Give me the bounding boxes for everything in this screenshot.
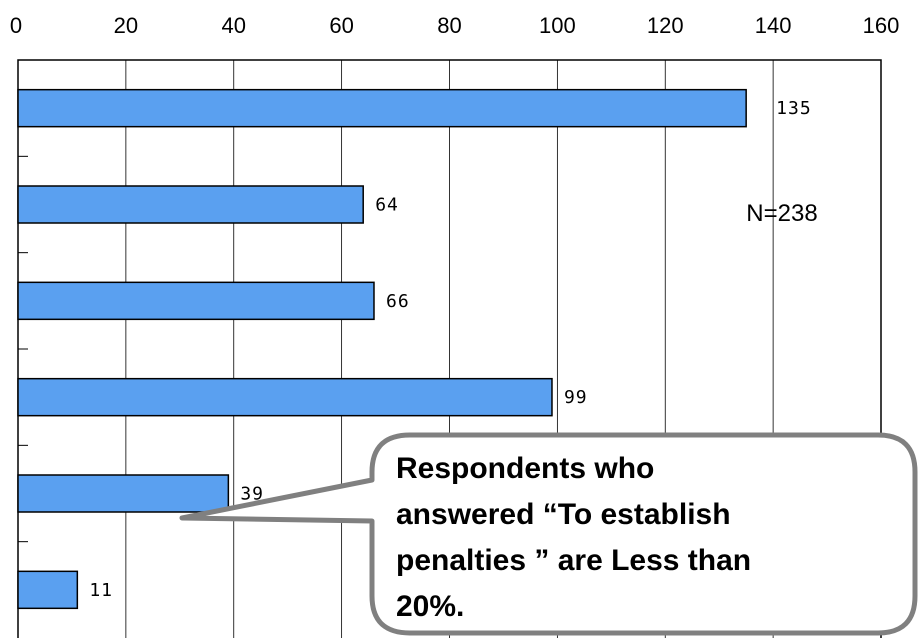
callout-line-2: answered “To establish <box>396 498 731 531</box>
bar <box>17 377 553 417</box>
x-tick-label: 100 <box>539 13 576 38</box>
x-tick-label: 140 <box>755 13 792 38</box>
bar <box>17 570 79 610</box>
bar <box>17 281 375 321</box>
value-label: 99 <box>564 387 588 408</box>
callout-line-3: penalties ” are Less than <box>396 544 751 577</box>
value-label: 66 <box>386 291 410 312</box>
callout-text: Respondents who answered “To establish p… <box>396 452 751 623</box>
value-label: 11 <box>89 580 113 601</box>
x-tick-label: 120 <box>647 13 684 38</box>
value-labels: 135 64 66 99 39 11 <box>89 98 812 601</box>
bar <box>17 474 230 513</box>
bar <box>17 88 747 128</box>
x-tick-label: 60 <box>329 13 353 38</box>
x-tick-label: 0 <box>10 13 22 38</box>
gridlines <box>125 60 774 638</box>
value-label: 135 <box>776 98 812 119</box>
x-tick-label: 80 <box>437 13 461 38</box>
bar <box>17 185 364 224</box>
speech-bubble-callout <box>179 432 918 636</box>
callout-line-4: 20%. <box>396 590 464 623</box>
category-ticks <box>18 155 28 543</box>
plot-area-frame <box>17 59 882 638</box>
x-tick-label: 20 <box>114 13 138 38</box>
callout-line-1: Respondents who <box>396 452 654 485</box>
x-tick-label: 40 <box>222 13 246 38</box>
sample-size-label: N=238 <box>746 200 817 227</box>
x-tick-labels: 0 20 40 60 80 100 120 140 160 <box>10 13 899 38</box>
value-label: 64 <box>375 195 399 216</box>
x-tick-label: 160 <box>863 13 900 38</box>
bars <box>17 88 747 610</box>
value-label: 39 <box>240 484 264 505</box>
